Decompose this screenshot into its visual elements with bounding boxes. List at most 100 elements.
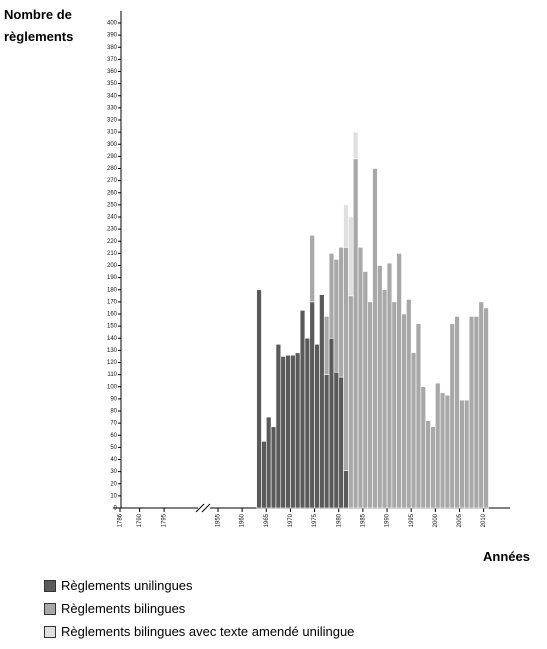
axis-break — [195, 503, 205, 513]
y-tick-label: 60 — [110, 433, 117, 439]
y-tick-label: 240 — [107, 215, 118, 221]
bar-segment — [396, 253, 402, 509]
legend-label: Règlements bilingues — [61, 601, 186, 616]
bar-segment — [333, 259, 340, 373]
y-tick-label: 210 — [107, 251, 118, 257]
y-tick-label: 370 — [107, 57, 118, 63]
bar-segment — [478, 301, 484, 509]
bar-segment — [323, 374, 330, 509]
y-tick-label: 260 — [107, 190, 118, 196]
x-tick-label: 2000 — [433, 513, 439, 527]
bar-segment — [314, 344, 320, 509]
bar-segment — [410, 352, 417, 509]
bar-segment — [367, 301, 373, 509]
y-tick-label: 330 — [107, 105, 118, 111]
legend-item: Règlements unilingues — [44, 574, 354, 597]
bar-segment — [348, 216, 354, 297]
bar-segment — [468, 316, 475, 509]
bar-segment — [261, 441, 267, 509]
bar-segment — [459, 399, 465, 509]
bar-segment — [386, 262, 393, 509]
bar-segment — [352, 158, 359, 509]
legend-swatch — [44, 579, 56, 592]
bar-segment — [299, 310, 306, 509]
bar-segment — [381, 289, 388, 509]
y-tick-label: 390 — [107, 33, 118, 39]
bar-segment — [338, 376, 344, 509]
x-tick-label: 2005 — [457, 513, 463, 527]
bar-segment — [328, 337, 335, 509]
x-tick-label: 1955 — [216, 513, 222, 527]
bar-segment — [323, 316, 330, 375]
y-tick-label: 80 — [110, 409, 117, 415]
bar-segment — [304, 337, 311, 509]
bar-segment — [275, 344, 282, 509]
bar-segment — [285, 354, 291, 509]
bar-segment — [352, 131, 359, 160]
y-tick-label: 200 — [107, 263, 118, 269]
y-tick-label: 10 — [110, 493, 117, 499]
bar-segment — [439, 392, 446, 509]
x-tick-label: 2010 — [481, 513, 487, 527]
x-tick-label: 1790 — [137, 513, 143, 527]
bar-segment — [464, 399, 470, 509]
bar-segment — [328, 253, 335, 339]
bar-segment — [401, 313, 407, 509]
bar-segment — [444, 394, 451, 509]
bar-segment — [256, 289, 262, 509]
bar-segment — [290, 354, 296, 509]
bar-segment — [309, 234, 315, 303]
y-tick-label: 20 — [110, 481, 117, 487]
y-tick-label: 120 — [107, 360, 118, 366]
y-tick-label: 90 — [110, 396, 117, 402]
bar-segment — [309, 301, 315, 509]
y-tick-label: 170 — [107, 299, 118, 305]
y-tick-label: 220 — [107, 239, 118, 245]
bar-segment — [372, 168, 378, 509]
bar-segment — [343, 470, 349, 509]
legend: Règlements unilingues Règlements bilingue… — [44, 574, 354, 643]
y-tick-label: 310 — [107, 130, 118, 136]
bar-segment — [420, 386, 426, 509]
bar-segment — [333, 371, 340, 509]
y-tick-label: 110 — [107, 372, 117, 378]
x-tick-label: 1990 — [385, 513, 391, 527]
y-tick-label: 0 — [114, 506, 118, 512]
x-tick-label: 1786 — [118, 513, 124, 527]
y-tick-label: 190 — [107, 275, 118, 281]
bar-segment — [265, 416, 272, 509]
y-tick-label: 40 — [110, 457, 117, 463]
bar-segment — [343, 204, 349, 248]
y-tick-label: 300 — [107, 142, 118, 148]
y-tick-label: 180 — [107, 287, 118, 293]
x-tick-label: 1965 — [264, 513, 270, 527]
y-tick-label: 100 — [107, 384, 118, 390]
x-axis-title: Années — [483, 549, 530, 564]
y-tick-label: 280 — [107, 166, 118, 172]
legend-item: Règlements bilingues avec texte amendé u… — [44, 620, 354, 643]
y-tick-label: 340 — [107, 93, 118, 99]
x-tick-label: 1985 — [360, 513, 366, 527]
legend-label: Règlements bilingues avec texte amendé u… — [61, 624, 355, 639]
y-tick-label: 160 — [107, 312, 118, 318]
x-tick-label: 1795 — [162, 513, 168, 527]
y-tick-label: 70 — [110, 421, 117, 427]
bar-segment — [294, 352, 301, 509]
x-tick-label: 1970 — [288, 513, 294, 527]
bar-segment — [435, 382, 441, 509]
x-tick-label: 1995 — [409, 513, 415, 527]
y-tick-label: 380 — [107, 45, 118, 51]
y-tick-label: 230 — [107, 227, 118, 233]
bar-segment — [338, 247, 344, 378]
axis-break — [201, 503, 211, 513]
y-tick-label: 250 — [107, 202, 118, 208]
y-tick-label: 290 — [107, 154, 118, 160]
legend-swatch — [44, 602, 56, 615]
bar-segment — [280, 356, 286, 509]
y-tick-label: 350 — [107, 81, 118, 87]
bar-segment — [449, 323, 455, 509]
axis-break-gap — [198, 504, 210, 512]
x-tick-label: 1980 — [336, 513, 342, 527]
